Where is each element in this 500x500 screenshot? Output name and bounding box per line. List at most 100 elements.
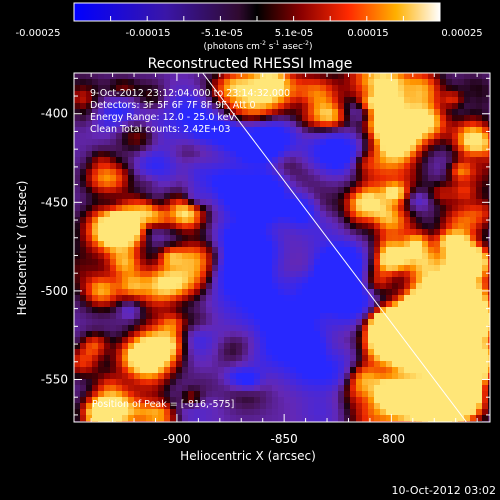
heatmap-cell: [422, 367, 429, 374]
heatmap-cell: [122, 367, 129, 374]
heatmap-cell: [326, 79, 333, 86]
heatmap-cell: [350, 265, 357, 272]
heatmap-cell: [428, 187, 435, 194]
heatmap-cell: [224, 385, 231, 392]
heatmap-cell: [236, 355, 243, 362]
heatmap-cell: [104, 331, 111, 338]
heatmap-cell: [320, 247, 327, 254]
heatmap-cell: [242, 115, 249, 122]
heatmap-cell: [362, 325, 369, 332]
heatmap-cell: [488, 145, 490, 152]
heatmap-cell: [476, 103, 483, 110]
heatmap-cell: [194, 109, 201, 116]
heatmap-cell: [116, 211, 123, 218]
heatmap-cell: [182, 283, 189, 290]
heatmap-cell: [206, 115, 213, 122]
heatmap-cell: [254, 349, 261, 356]
heatmap-cell: [326, 301, 333, 308]
heatmap-cell: [92, 121, 99, 128]
heatmap-cell: [194, 163, 201, 170]
heatmap-cell: [362, 307, 369, 314]
heatmap-cell: [134, 391, 141, 398]
heatmap-cell: [218, 343, 225, 350]
heatmap-cell: [110, 145, 117, 152]
heatmap-cell: [302, 397, 309, 404]
heatmap-cell: [164, 307, 171, 314]
heatmap-cell: [356, 313, 363, 320]
heatmap-cell: [254, 205, 261, 212]
heatmap-cell: [134, 241, 141, 248]
heatmap-cell: [308, 127, 315, 134]
heatmap-cell: [296, 265, 303, 272]
heatmap-cell: [422, 391, 429, 398]
heatmap-cell: [128, 109, 135, 116]
heatmap-cell: [236, 397, 243, 404]
heatmap-cell: [98, 217, 105, 224]
heatmap-cell: [218, 175, 225, 182]
heatmap-cell: [80, 223, 87, 230]
heatmap-cell: [212, 79, 219, 86]
heatmap-cell: [224, 115, 231, 122]
heatmap-cell: [302, 91, 309, 98]
heatmap-cell: [236, 241, 243, 248]
heatmap-cell: [338, 205, 345, 212]
heatmap-cell: [236, 265, 243, 272]
heatmap-cell: [380, 349, 387, 356]
heatmap-cell: [368, 193, 375, 200]
heatmap-cell: [206, 205, 213, 212]
heatmap-cell: [362, 163, 369, 170]
heatmap-cell: [356, 271, 363, 278]
heatmap-cell: [302, 253, 309, 260]
heatmap-cell: [176, 337, 183, 344]
heatmap-cell: [104, 223, 111, 230]
heatmap-cell: [134, 271, 141, 278]
heatmap-cell: [92, 403, 99, 410]
heatmap-cell: [206, 133, 213, 140]
heatmap-cell: [362, 415, 369, 422]
heatmap-cell: [470, 229, 477, 236]
heatmap-cell: [404, 271, 411, 278]
heatmap-cell: [164, 85, 171, 92]
heatmap-cell: [212, 349, 219, 356]
heatmap-cell: [362, 409, 369, 416]
heatmap-cell: [398, 103, 405, 110]
heatmap-cell: [74, 253, 81, 260]
heatmap-cell: [116, 127, 123, 134]
heatmap-cell: [146, 313, 153, 320]
heatmap-cell: [104, 307, 111, 314]
heatmap-cell: [80, 73, 87, 80]
heatmap-cell: [176, 367, 183, 374]
heatmap-cell: [278, 133, 285, 140]
heatmap-cell: [266, 373, 273, 380]
heatmap-cell: [356, 115, 363, 122]
heatmap-cell: [134, 337, 141, 344]
heatmap-cell: [236, 253, 243, 260]
heatmap-cell: [464, 415, 471, 422]
heatmap-cell: [176, 277, 183, 284]
heatmap-cell: [332, 361, 339, 368]
heatmap-cell: [266, 307, 273, 314]
heatmap-cell: [398, 319, 405, 326]
heatmap-cell: [206, 373, 213, 380]
heatmap-cell: [434, 241, 441, 248]
heatmap-cell: [404, 139, 411, 146]
heatmap-cell: [164, 385, 171, 392]
heatmap-cell: [92, 313, 99, 320]
heatmap-cell: [266, 79, 273, 86]
heatmap-cell: [332, 211, 339, 218]
heatmap-cell: [488, 229, 490, 236]
heatmap-cell: [140, 349, 147, 356]
heatmap-cell: [392, 121, 399, 128]
heatmap-cell: [158, 145, 165, 152]
solar-limb-line: [202, 73, 467, 422]
heatmap-cell: [356, 301, 363, 308]
heatmap-cell: [242, 79, 249, 86]
heatmap-cell: [170, 301, 177, 308]
heatmap-cell: [464, 211, 471, 218]
heatmap-cell: [134, 193, 141, 200]
heatmap-cell: [248, 217, 255, 224]
heatmap-cell: [452, 301, 459, 308]
heatmap-cell: [110, 253, 117, 260]
heatmap-cell: [152, 301, 159, 308]
heatmap-cell: [356, 91, 363, 98]
